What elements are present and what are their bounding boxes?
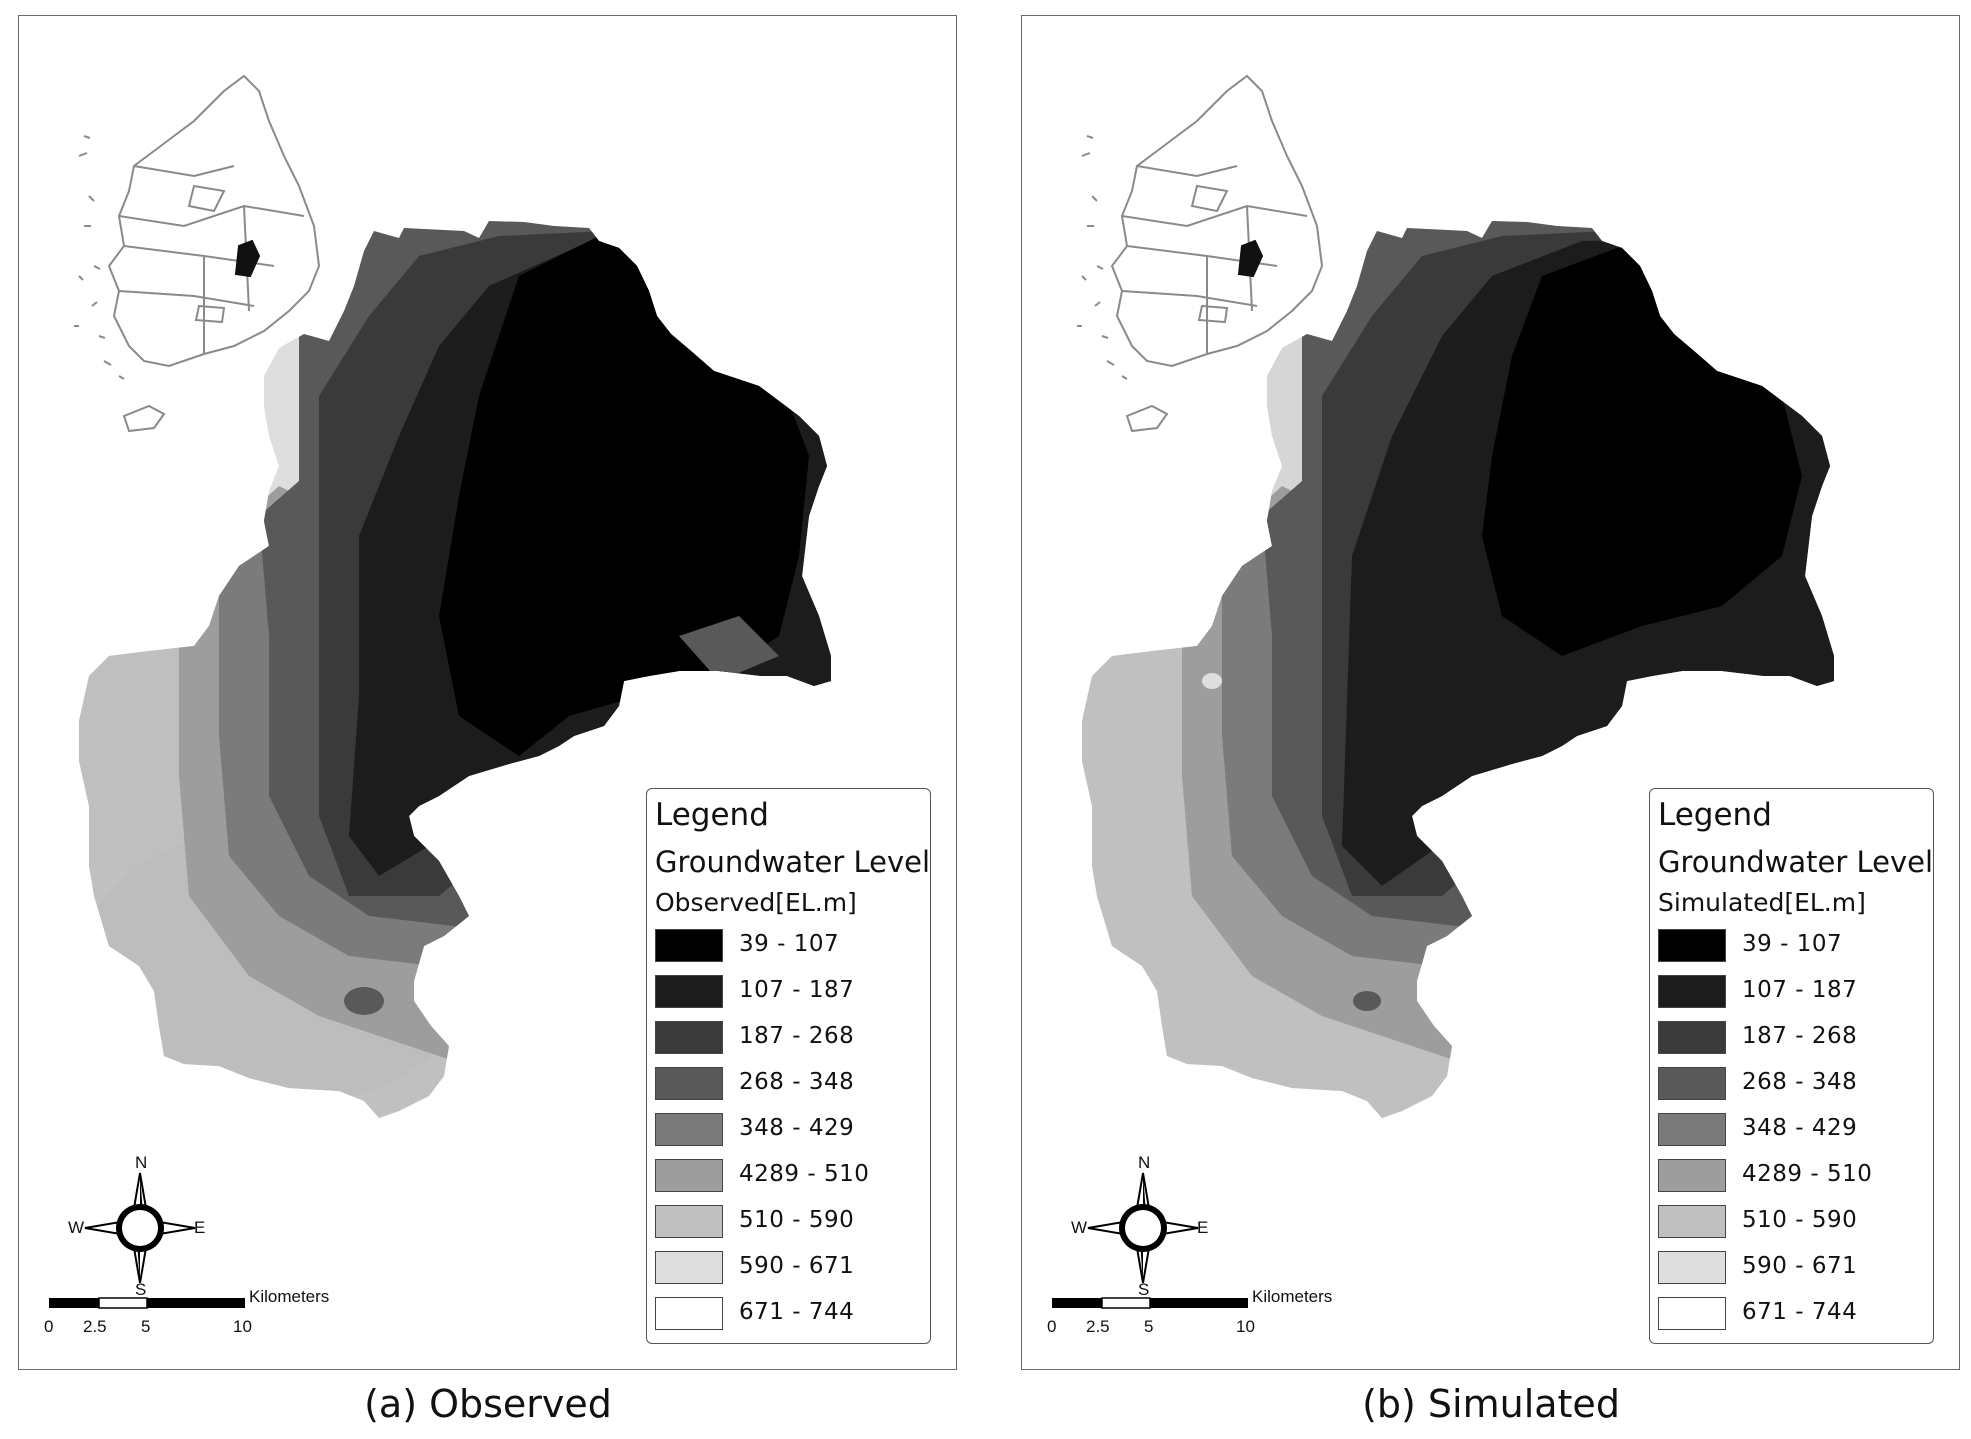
compass-west-label: W [68, 1218, 85, 1237]
legend-item-label: 39 - 107 [1742, 931, 1843, 957]
legend-swatch [655, 1067, 723, 1100]
legend-item-label: 671 - 744 [739, 1299, 855, 1325]
legend-swatch [1658, 1021, 1726, 1054]
groundwater-map-observed [49, 74, 831, 1309]
legend-item-label: 590 - 671 [739, 1253, 855, 1279]
legend-item: 187 - 268 [655, 1021, 925, 1057]
legend-item-label: 671 - 744 [1742, 1299, 1858, 1325]
legend-box: Legend Groundwater Level Observed[EL.m] … [646, 788, 931, 1344]
legend-item: 107 - 187 [655, 975, 925, 1011]
scale-tick-label: 2.5 [1086, 1317, 1110, 1336]
legend-subtitle: Groundwater Level [655, 845, 931, 879]
legend-swatch [1658, 1251, 1726, 1284]
scale-tick-label: 5 [1144, 1317, 1154, 1336]
legend-item: 348 - 429 [655, 1113, 925, 1149]
scale-unit-label: Kilometers [249, 1287, 330, 1306]
groundwater-map-simulated [1052, 74, 1834, 1309]
legend-item-label: 107 - 187 [1742, 977, 1858, 1003]
scale-unit-label: Kilometers [1252, 1287, 1333, 1306]
legend-item-label: 4289 - 510 [739, 1161, 870, 1187]
korea-locator-map [1077, 74, 1324, 433]
scale-tick-label: 0 [44, 1317, 54, 1336]
legend-item: 510 - 590 [1658, 1205, 1928, 1241]
legend-item: 268 - 348 [655, 1067, 925, 1103]
legend-item-label: 187 - 268 [739, 1023, 855, 1049]
legend-item-label: 590 - 671 [1742, 1253, 1858, 1279]
legend-swatch [1658, 1297, 1726, 1330]
legend-item: 590 - 671 [1658, 1251, 1928, 1287]
map-panel-observed: N S W E Kilometers 0 2.5 5 10 Legend Gro… [18, 15, 957, 1370]
scale-bar [49, 1297, 245, 1309]
legend-item-label: 510 - 590 [739, 1207, 855, 1233]
legend-item-label: 268 - 348 [739, 1069, 855, 1095]
map-panel-simulated: N S W E Kilometers 0 2.5 5 10 Legend Gro… [1021, 15, 1960, 1370]
legend-box: Legend Groundwater Level Simulated[EL.m]… [1649, 788, 1934, 1344]
legend-swatch [1658, 1159, 1726, 1192]
legend-item-label: 39 - 107 [739, 931, 840, 957]
legend-item: 4289 - 510 [1658, 1159, 1928, 1195]
legend-item-label: 348 - 429 [739, 1115, 855, 1141]
legend-swatch [655, 1251, 723, 1284]
compass-north-label: N [1138, 1153, 1151, 1172]
legend-swatch [655, 1297, 723, 1330]
legend-item-label: 107 - 187 [739, 977, 855, 1003]
legend-field-name: Observed[EL.m] [655, 888, 857, 917]
legend-item: 510 - 590 [655, 1205, 925, 1241]
legend-field-name: Simulated[EL.m] [1658, 888, 1866, 917]
scale-tick-label: 10 [1236, 1317, 1255, 1336]
legend-title: Legend [655, 797, 769, 833]
legend-item: 107 - 187 [1658, 975, 1928, 1011]
legend-swatch [1658, 1067, 1726, 1100]
compass-north-label: N [135, 1153, 148, 1172]
caption-simulated: (b) Simulated [1362, 1382, 1620, 1426]
legend-item-label: 510 - 590 [1742, 1207, 1858, 1233]
legend-swatch [1658, 1205, 1726, 1238]
korea-locator-map [74, 74, 321, 433]
compass-east-label: E [1197, 1218, 1209, 1237]
caption-observed: (a) Observed [364, 1382, 612, 1426]
scale-bar [1052, 1297, 1248, 1309]
legend-item: 590 - 671 [655, 1251, 925, 1287]
legend-swatch [655, 929, 723, 962]
scale-tick-label: 0 [1047, 1317, 1057, 1336]
legend-swatch [1658, 929, 1726, 962]
legend-title: Legend [1658, 797, 1772, 833]
compass-south-label: S [135, 1280, 147, 1299]
legend-swatch [1658, 975, 1726, 1008]
scale-tick-label: 10 [233, 1317, 252, 1336]
compass-south-label: S [1138, 1280, 1150, 1299]
legend-item: 187 - 268 [1658, 1021, 1928, 1057]
legend-item: 671 - 744 [1658, 1297, 1928, 1333]
scale-tick-label: 2.5 [83, 1317, 107, 1336]
legend-item-label: 268 - 348 [1742, 1069, 1858, 1095]
legend-item: 39 - 107 [1658, 929, 1928, 965]
legend-swatch [655, 975, 723, 1008]
legend-item-label: 187 - 268 [1742, 1023, 1858, 1049]
legend-item: 671 - 744 [655, 1297, 925, 1333]
legend-swatch [655, 1021, 723, 1054]
compass-west-label: W [1071, 1218, 1088, 1237]
legend-item: 348 - 429 [1658, 1113, 1928, 1149]
legend-subtitle: Groundwater Level [1658, 845, 1934, 879]
legend-item-label: 348 - 429 [1742, 1115, 1858, 1141]
legend-item: 4289 - 510 [655, 1159, 925, 1195]
legend-swatch [1658, 1113, 1726, 1146]
legend-swatch [655, 1113, 723, 1146]
compass-east-label: E [194, 1218, 206, 1237]
scale-tick-label: 5 [141, 1317, 151, 1336]
legend-item: 268 - 348 [1658, 1067, 1928, 1103]
legend-item-label: 4289 - 510 [1742, 1161, 1873, 1187]
legend-swatch [655, 1159, 723, 1192]
compass-rose-icon [84, 1172, 196, 1284]
legend-swatch [655, 1205, 723, 1238]
legend-item: 39 - 107 [655, 929, 925, 965]
compass-rose-icon [1087, 1172, 1199, 1284]
